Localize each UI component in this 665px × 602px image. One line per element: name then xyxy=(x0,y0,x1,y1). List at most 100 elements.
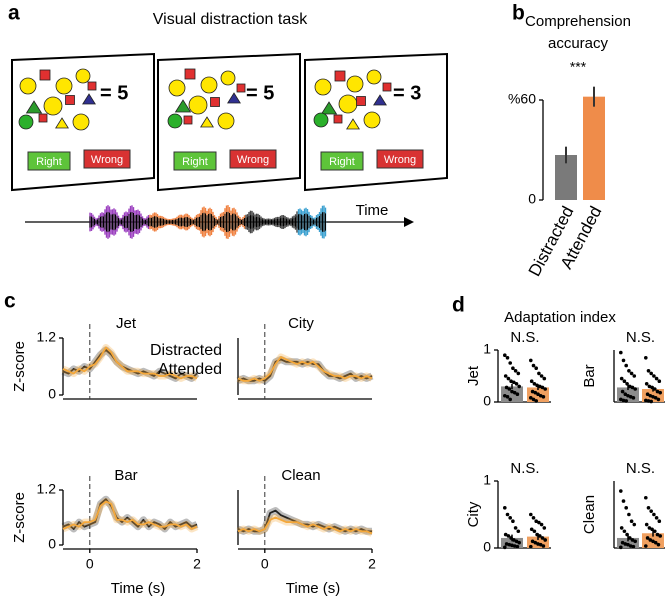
data-point xyxy=(538,534,542,538)
data-point xyxy=(645,536,650,540)
line xyxy=(62,498,198,530)
data-point xyxy=(536,392,540,397)
data-point xyxy=(656,397,661,402)
card-shape xyxy=(363,111,381,129)
data-point xyxy=(503,532,508,537)
card-shape xyxy=(183,115,193,125)
y-axis-label: Bar xyxy=(581,364,598,387)
y-axis-label: Z-score xyxy=(11,341,28,392)
data-point xyxy=(648,393,653,398)
data-point xyxy=(653,396,658,400)
data-point xyxy=(621,499,626,503)
card-shape xyxy=(39,69,51,81)
legend-label: Distracted xyxy=(150,342,222,359)
button-label: Right xyxy=(182,156,208,168)
card-shape xyxy=(217,112,235,130)
data-point xyxy=(539,374,544,378)
annotation: N.S. xyxy=(626,460,655,477)
y-tick-label: 1 xyxy=(483,341,491,357)
data-point xyxy=(540,385,545,390)
x-tick-label: 0 xyxy=(86,556,94,572)
line xyxy=(237,356,373,382)
x-axis-label: Time (s) xyxy=(111,580,165,597)
data-point xyxy=(631,544,636,549)
data-point xyxy=(529,379,534,384)
data-point xyxy=(504,542,509,546)
card-shape xyxy=(19,77,37,95)
card-shape xyxy=(65,95,75,105)
card-shape xyxy=(72,113,90,131)
data-point xyxy=(644,544,648,548)
data-point xyxy=(621,398,626,403)
data-point xyxy=(644,522,649,527)
card-shape xyxy=(87,81,97,91)
data-point xyxy=(539,522,544,527)
y-tick-label: %60 xyxy=(508,91,536,107)
data-point xyxy=(510,389,514,394)
data-point xyxy=(646,506,651,510)
data-point xyxy=(512,380,516,385)
data-point xyxy=(627,512,631,517)
data-point xyxy=(510,543,514,548)
panel-label: a xyxy=(8,2,20,25)
chart-title: accuracy xyxy=(548,35,609,52)
card-shape xyxy=(55,117,69,129)
data-point xyxy=(645,392,650,397)
data-point xyxy=(508,516,512,520)
y-tick-label: 0 xyxy=(528,191,536,207)
data-point xyxy=(630,385,635,390)
panel-title: Adaptation index xyxy=(504,309,616,326)
data-point xyxy=(653,529,657,534)
data-point xyxy=(531,516,536,520)
button-right xyxy=(27,151,71,171)
data-point xyxy=(628,536,632,540)
card-shape xyxy=(43,96,63,116)
button-right xyxy=(173,151,217,171)
y-tick-label: 0 xyxy=(48,386,56,402)
data-point xyxy=(658,390,662,395)
x-tick-label: 2 xyxy=(368,556,376,572)
data-point xyxy=(620,389,625,394)
data-point xyxy=(515,392,520,397)
chart-title: City xyxy=(288,315,314,332)
data-point xyxy=(513,369,518,373)
data-point xyxy=(536,542,540,546)
data-point xyxy=(543,387,547,391)
data-point xyxy=(644,382,649,386)
data-point xyxy=(541,544,546,548)
data-point xyxy=(656,542,661,547)
data-point xyxy=(530,539,535,544)
diagram-title: Visual distraction task xyxy=(153,11,308,28)
data-point xyxy=(619,350,623,355)
data-point xyxy=(644,356,648,360)
y-tick-label: 0 xyxy=(483,393,491,409)
data-point xyxy=(538,542,543,547)
card-shape xyxy=(346,75,364,93)
line xyxy=(62,346,198,380)
data-point xyxy=(622,379,627,384)
data-point xyxy=(658,534,662,538)
card-shape xyxy=(174,99,192,113)
data-point xyxy=(531,397,536,402)
card-shape xyxy=(75,68,91,84)
card-shape xyxy=(373,94,387,106)
chart-title: Jet xyxy=(116,315,137,332)
data-point xyxy=(646,369,651,373)
data-point xyxy=(512,390,517,395)
data-point xyxy=(626,393,630,398)
x-tick-label: 2 xyxy=(193,556,201,572)
card-shape xyxy=(200,116,214,128)
data-point xyxy=(505,395,510,399)
data-point xyxy=(628,544,633,548)
data-point xyxy=(537,371,541,376)
button-wrong xyxy=(376,149,424,169)
data-point xyxy=(538,393,543,398)
data-point xyxy=(517,384,521,389)
data-point xyxy=(621,358,626,363)
data-point xyxy=(619,376,624,381)
data-point xyxy=(654,516,659,520)
card-shape xyxy=(167,113,183,129)
card-shape xyxy=(18,114,34,130)
card-shape xyxy=(366,69,382,85)
data-point xyxy=(532,382,537,386)
